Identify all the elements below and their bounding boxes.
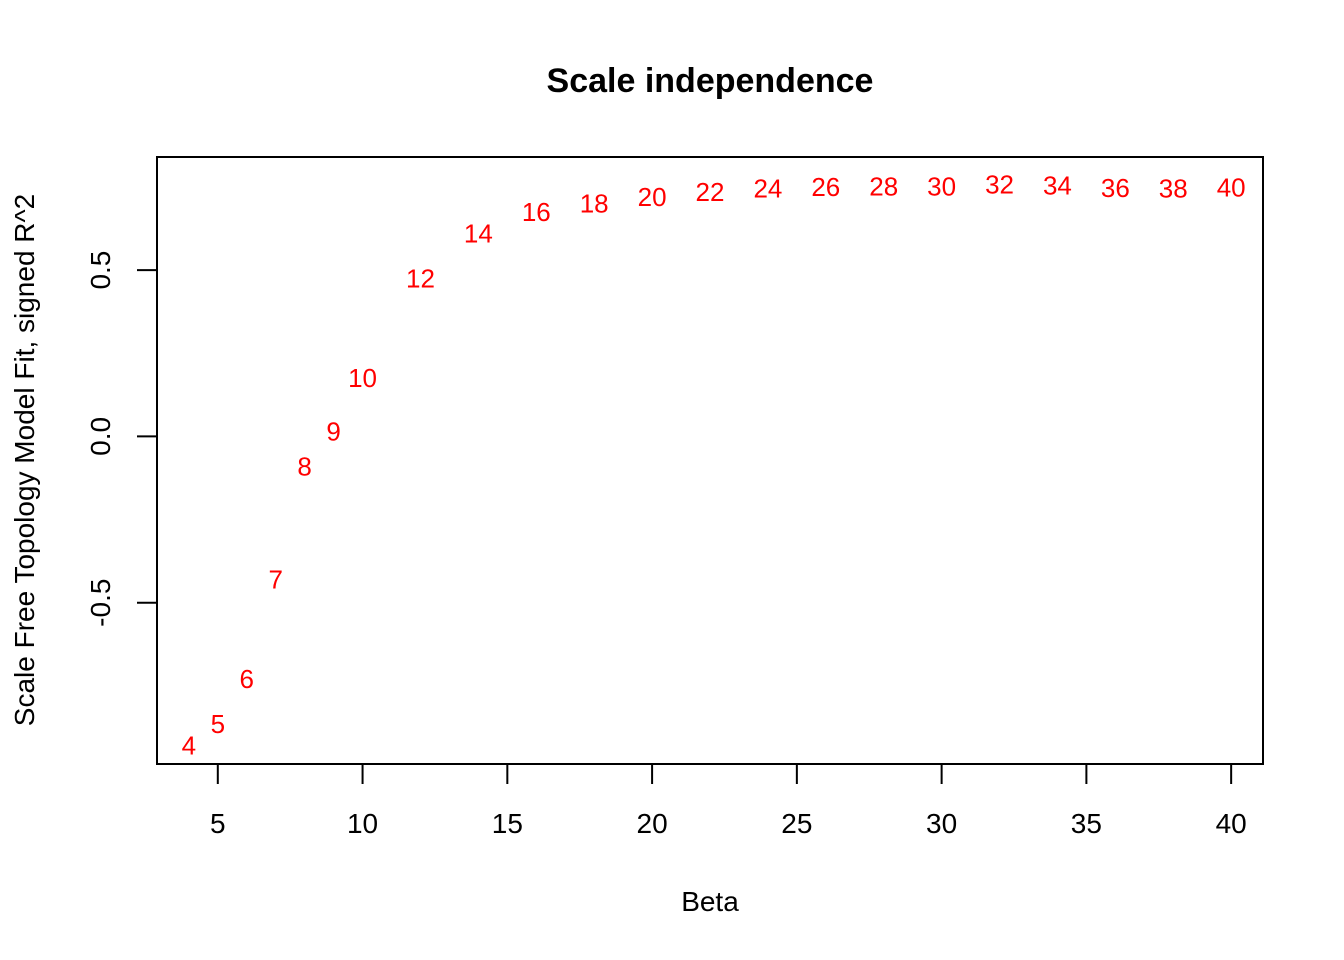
x-tick-label: 20 xyxy=(637,808,668,839)
y-tick-label: -0.5 xyxy=(85,579,116,627)
data-point-label: 20 xyxy=(638,182,667,212)
data-point-label: 36 xyxy=(1101,173,1130,203)
data-point-label: 6 xyxy=(240,664,254,694)
x-tick-label: 25 xyxy=(781,808,812,839)
x-tick-label: 30 xyxy=(926,808,957,839)
y-axis-label: Scale Free Topology Model Fit, signed R^… xyxy=(9,194,40,726)
y-tick-label: 0.0 xyxy=(85,417,116,456)
x-tick-label: 40 xyxy=(1216,808,1247,839)
data-point-label: 26 xyxy=(811,172,840,202)
y-tick-label: 0.5 xyxy=(85,251,116,290)
data-point-label: 8 xyxy=(297,451,311,481)
data-point-label: 16 xyxy=(522,197,551,227)
data-point-label: 5 xyxy=(211,709,225,739)
plot-frame xyxy=(156,156,1264,765)
data-point-label: 40 xyxy=(1217,173,1246,203)
data-point-label: 12 xyxy=(406,263,435,293)
data-point-label: 28 xyxy=(869,171,898,201)
data-point-label: 24 xyxy=(753,174,782,204)
data-point-label: 9 xyxy=(326,416,340,446)
data-point-label: 7 xyxy=(268,564,282,594)
x-axis: 5 10 15 20 25 30 35 40 xyxy=(210,763,1247,839)
data-point-label: 22 xyxy=(696,177,725,207)
x-tick-label: 10 xyxy=(347,808,378,839)
data-point-label: 38 xyxy=(1159,174,1188,204)
x-tick-label: 35 xyxy=(1071,808,1102,839)
x-axis-label: Beta xyxy=(681,886,739,917)
data-points: 456 7 89 10 12 14 16 18 20 22 24 26 28 30 32 34 36 38 40 xyxy=(182,170,1246,761)
data-point-label: 10 xyxy=(348,363,377,393)
x-tick-label: 5 xyxy=(210,808,226,839)
data-point-label: 34 xyxy=(1043,170,1072,200)
y-axis: -0.5 0.0 0.5 xyxy=(85,251,158,627)
data-point-label: 14 xyxy=(464,218,493,248)
data-point-label: 30 xyxy=(927,172,956,202)
data-point-label: 4 xyxy=(182,731,196,761)
chart-title: Scale independence xyxy=(547,62,874,100)
x-tick-label: 15 xyxy=(492,808,523,839)
data-point-label: 32 xyxy=(985,170,1014,200)
data-point-label: 18 xyxy=(580,189,609,219)
